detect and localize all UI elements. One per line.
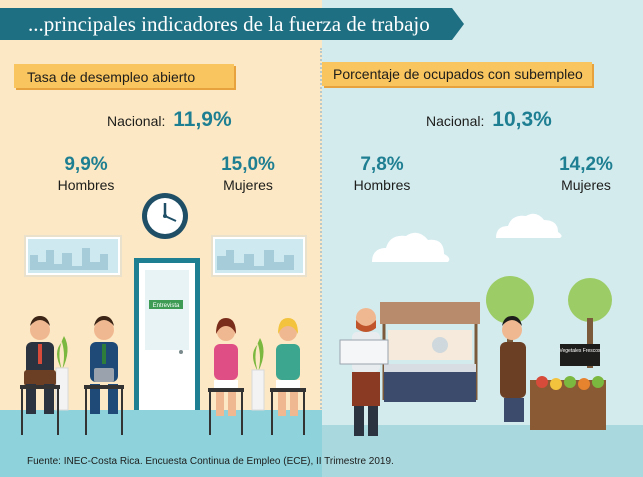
left-window [24, 235, 122, 277]
cloud-icon [372, 232, 450, 262]
right-national: Nacional: 10,3% [426, 108, 552, 132]
vegetables-sign: Vegetales Frescos [559, 348, 601, 354]
door-sign-plate [149, 300, 183, 309]
left-heading: Tasa de desempleo abierto [27, 69, 196, 85]
left-women-value: 15,0% [221, 154, 275, 175]
left-women-label: Mujeres [223, 177, 273, 193]
seated-woman-1 [208, 318, 244, 435]
title-banner [0, 8, 452, 40]
left-men-value: 9,9% [64, 154, 108, 175]
source-footnote: Fuente: INEC-Costa Rica. Encuesta Contin… [27, 456, 394, 467]
right-women-value: 14,2% [559, 154, 613, 175]
left-men-label: Hombres [57, 177, 115, 193]
page-title: ...principales indicadores de la fuerza … [28, 12, 430, 36]
right-men-value: 7,8% [360, 154, 404, 175]
left-floor [0, 410, 322, 477]
right-window [211, 235, 307, 277]
vegetables-board [560, 344, 600, 366]
clock-icon [142, 193, 188, 239]
newspaper-vendor [339, 308, 389, 436]
seated-man-1 [20, 316, 60, 435]
vegetable-vendor: Vegetales Frescos [500, 316, 606, 430]
tree-icon [568, 278, 612, 368]
market-stall [380, 302, 480, 402]
right-women-label: Mujeres [561, 177, 611, 193]
plant-icon [251, 338, 265, 411]
title-banner-tip [452, 8, 464, 40]
panel-divider [320, 48, 322, 448]
cloud-icon [496, 213, 562, 238]
illustration: Entrevista [0, 193, 643, 477]
left-heading-ribbon [14, 64, 234, 88]
right-national-value: 10,3% [492, 108, 552, 131]
right-national-label: Nacional: [426, 113, 485, 129]
left-national: Nacional: 11,9% [107, 108, 232, 132]
seated-man-2 [84, 316, 124, 435]
interview-door: Entrevista [134, 258, 200, 410]
door-sign-text: Entrevista [153, 303, 180, 309]
left-national-value: 11,9% [173, 108, 232, 131]
seated-woman-2 [270, 318, 306, 435]
right-heading: Porcentaje de ocupados con subempleo [333, 66, 583, 82]
right-men-label: Hombres [353, 177, 411, 193]
right-heading-ribbon [322, 62, 592, 86]
left-national-label: Nacional: [107, 113, 166, 129]
